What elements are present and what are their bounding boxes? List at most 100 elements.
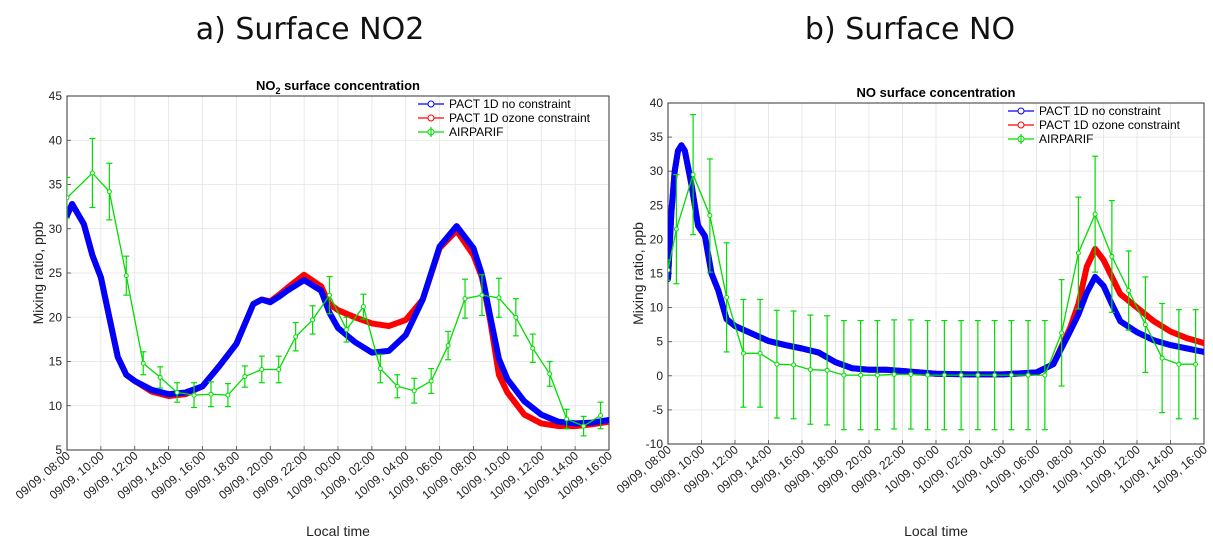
- airparif-point: [992, 372, 998, 378]
- airparif-point: [858, 372, 864, 378]
- airparif-point: [740, 350, 746, 356]
- airparif-point: [157, 374, 163, 380]
- airparif-point: [530, 345, 536, 351]
- y-tick-label: 30: [49, 222, 63, 236]
- legend-label: AIRPARIF: [449, 125, 503, 139]
- airparif-point: [690, 172, 696, 178]
- airparif-point: [774, 361, 780, 367]
- airparif-point: [242, 374, 248, 380]
- airparif-point: [1142, 322, 1148, 328]
- y-axis-label: Mixing ratio, ppb: [30, 221, 46, 324]
- airparif-point: [428, 378, 434, 384]
- legend-label: PACT 1D ozone constraint: [1039, 118, 1181, 132]
- airparif-point: [89, 170, 95, 176]
- airparif-point: [668, 267, 671, 273]
- airparif-point: [191, 392, 197, 398]
- airparif-point: [1092, 211, 1098, 217]
- airparif-point: [975, 372, 981, 378]
- airparif-point: [496, 295, 502, 301]
- airparif-point: [941, 372, 947, 378]
- airparif-point: [1075, 250, 1081, 256]
- airparif-point: [891, 371, 897, 377]
- airparif-point: [1042, 372, 1048, 378]
- airparif-point: [547, 371, 553, 377]
- airparif-point: [925, 372, 931, 378]
- legend-label: PACT 1D ozone constraint: [449, 111, 591, 125]
- airparif-point: [1193, 361, 1199, 367]
- airparif-point: [174, 389, 180, 395]
- airparif-point: [462, 296, 468, 302]
- airparif-point: [564, 416, 570, 422]
- y-tick-label: 0: [656, 369, 663, 383]
- legend-marker: [427, 100, 435, 108]
- airparif-point: [1109, 253, 1115, 259]
- panel-b-heading: b) Surface NO: [804, 12, 1016, 47]
- y-tick-label: 15: [650, 267, 664, 281]
- airparif-point: [757, 350, 763, 356]
- series-no-constraint-line: [67, 201, 609, 427]
- airparif-point: [791, 362, 797, 368]
- airparif-point: [1159, 355, 1165, 361]
- y-tick-label: 30: [650, 164, 664, 178]
- airparif-point: [1126, 288, 1132, 294]
- y-tick-label: 5: [656, 335, 663, 349]
- airparif-point: [707, 213, 713, 219]
- airparif-point: [310, 317, 316, 323]
- legend-marker: [1017, 107, 1025, 115]
- airparif-point: [841, 372, 847, 378]
- y-tick-label: 25: [650, 198, 664, 212]
- airparif-point: [958, 372, 964, 378]
- chart-title: NO2 surface concentration: [256, 78, 420, 96]
- legend-marker: [1017, 121, 1025, 129]
- legend-label: PACT 1D no constraint: [1039, 104, 1161, 118]
- airparif-point: [140, 360, 146, 366]
- airparif-point: [293, 334, 299, 340]
- airparif-point: [673, 226, 679, 232]
- x-axis-label: Local time: [306, 523, 370, 539]
- y-tick-label: 35: [49, 178, 63, 192]
- airparif-point: [360, 304, 366, 310]
- airparif-point: [1008, 372, 1014, 378]
- airparif-point: [479, 292, 485, 298]
- y-tick-label: 10: [650, 301, 664, 315]
- airparif-point: [445, 343, 451, 349]
- series-airparif-line: [67, 172, 601, 427]
- legend-marker: [427, 114, 435, 122]
- airparif-point: [908, 371, 914, 377]
- airparif-point: [598, 412, 604, 418]
- y-tick-label: 40: [49, 133, 63, 147]
- airparif-point: [276, 366, 282, 372]
- y-tick-label: 5: [55, 443, 62, 457]
- y-axis-label: Mixing ratio, ppb: [630, 222, 646, 325]
- airparif-point: [824, 367, 830, 373]
- airparif-point: [1059, 330, 1065, 336]
- airparif-point: [67, 195, 70, 201]
- panel-a-heading: a) Surface NO2: [195, 12, 425, 47]
- x-axis-label: Local time: [904, 523, 968, 539]
- plot-layer: [668, 113, 1204, 431]
- airparif-point: [874, 372, 880, 378]
- airparif-point: [106, 189, 112, 195]
- y-tick-label: -10: [646, 437, 664, 451]
- airparif-point: [343, 327, 349, 333]
- airparif-point: [377, 366, 383, 372]
- airparif-point: [581, 423, 587, 429]
- airparif-point: [123, 273, 129, 279]
- plot-layer: [67, 137, 609, 437]
- y-tick-label: 25: [49, 266, 63, 280]
- y-tick-label: 20: [49, 310, 63, 324]
- airparif-point: [1025, 372, 1031, 378]
- legend-label: PACT 1D no constraint: [449, 97, 571, 111]
- airparif-point: [807, 367, 813, 373]
- y-tick-label: 45: [49, 89, 63, 103]
- y-tick-label: -5: [652, 403, 663, 417]
- y-tick-label: 35: [650, 130, 664, 144]
- airparif-point: [259, 366, 265, 372]
- airparif-point: [225, 392, 231, 398]
- y-tick-label: 10: [49, 399, 63, 413]
